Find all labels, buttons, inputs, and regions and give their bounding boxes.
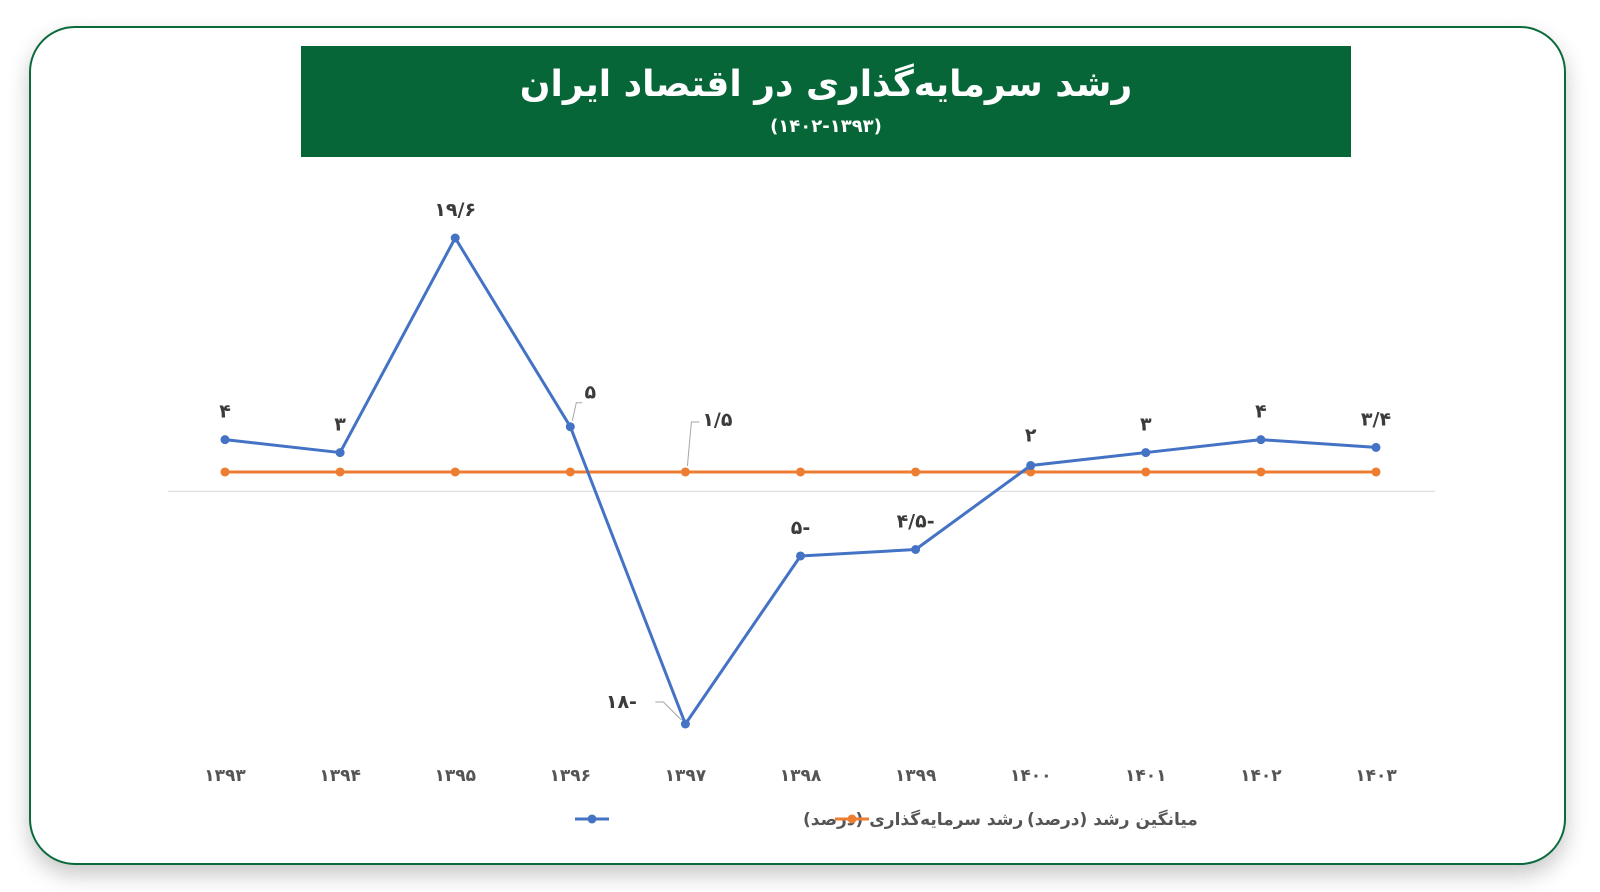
x-tick-label: ۱۳۹۸ (780, 766, 822, 786)
x-tick-label: ۱۳۹۹ (895, 766, 937, 786)
legend-label: رشد سرمایه‌گذاری (درصد) (803, 809, 1023, 830)
investment-point (335, 448, 345, 458)
label-leader-line (571, 402, 583, 421)
average-point (220, 467, 230, 477)
average-point (680, 467, 690, 477)
x-tick-label: ۱۳۹۳ (204, 766, 246, 786)
x-axis-ticks: ۱۳۹۳ ۱۳۹۴ ۱۳۹۵ ۱۳۹۶ ۱۳۹۷ ۱۳۹۸ ۱۳۹۹ ۱۴۰۰ ۱۴۰۱ ۱۴۰۲… (204, 766, 1397, 786)
investment-point (796, 551, 805, 561)
investment-series (220, 233, 1381, 729)
average-point (450, 467, 460, 477)
data-label: ۲ (1025, 424, 1037, 446)
x-tick-label: ۱۴۰۱ (1125, 766, 1167, 786)
investment-point (565, 422, 575, 432)
data-label: ۳ (1140, 414, 1152, 436)
investment-point (450, 233, 460, 243)
legend-dot-marker (847, 814, 857, 824)
average-point (1256, 467, 1266, 477)
investment-point (1371, 442, 1381, 452)
legend-dot-marker (587, 814, 597, 824)
investment-point (911, 545, 921, 555)
data-label: ۱۹/۶ (434, 199, 476, 221)
x-tick-label: ۱۴۰۲ (1240, 766, 1282, 786)
average-point (796, 467, 805, 477)
average-point (1141, 467, 1151, 477)
data-labels: ۴ ۳ ۱۹/۶ ۵ ۱۸- ۵- ۴/۵- ۲ ۳ ۴ ۳/۴ ۱/۵ (219, 199, 1391, 721)
data-label: ۱۸- (606, 691, 637, 713)
investment-point (1256, 435, 1266, 445)
x-tick-label: ۱۳۹۷ (665, 766, 707, 786)
x-tick-label: ۱۳۹۴ (319, 766, 361, 786)
x-tick-label: ۱۴۰۳ (1355, 766, 1397, 786)
chart-subtitle: (۱۴۰۲-۱۳۹۳) (770, 116, 882, 137)
average-point (335, 467, 345, 477)
investment-point (1026, 460, 1036, 470)
legend-label: میانگین رشد (درصد) (1027, 809, 1198, 830)
x-tick-label: ۱۳۹۵ (434, 766, 476, 786)
investment-series-line (224, 236, 1377, 726)
data-label: ۴ (219, 401, 231, 423)
x-tick-label: ۱۳۹۶ (550, 766, 592, 786)
average-series (220, 467, 1381, 477)
investment-point (1141, 448, 1151, 458)
label-leader-line (686, 421, 700, 466)
data-label: ۴ (1255, 401, 1267, 423)
data-label: ۵ (584, 382, 596, 404)
average-point (1371, 467, 1381, 477)
chart-title: رشد سرمایه‌گذاری در اقتصاد ایران (519, 64, 1133, 105)
label-leader-line (655, 701, 682, 721)
data-label: ۵- (791, 517, 810, 539)
investment-point (220, 435, 230, 445)
legend: رشد سرمایه‌گذاری (درصد) میانگین رشد (درصد… (575, 809, 1198, 830)
investment-point (680, 719, 690, 729)
average-point (1026, 467, 1036, 477)
data-label: ۳/۴ (1361, 408, 1391, 430)
x-tick-label: ۱۴۰۰ (1010, 766, 1052, 786)
average-data-label: ۱/۵ (702, 409, 733, 431)
average-point (565, 467, 575, 477)
title-banner: رشد سرمایه‌گذاری در اقتصاد ایران (۱۴۰۲-۱… (301, 46, 1351, 157)
data-label: ۳ (334, 414, 346, 436)
average-point (911, 467, 921, 477)
data-label: ۴/۵- (897, 511, 935, 533)
